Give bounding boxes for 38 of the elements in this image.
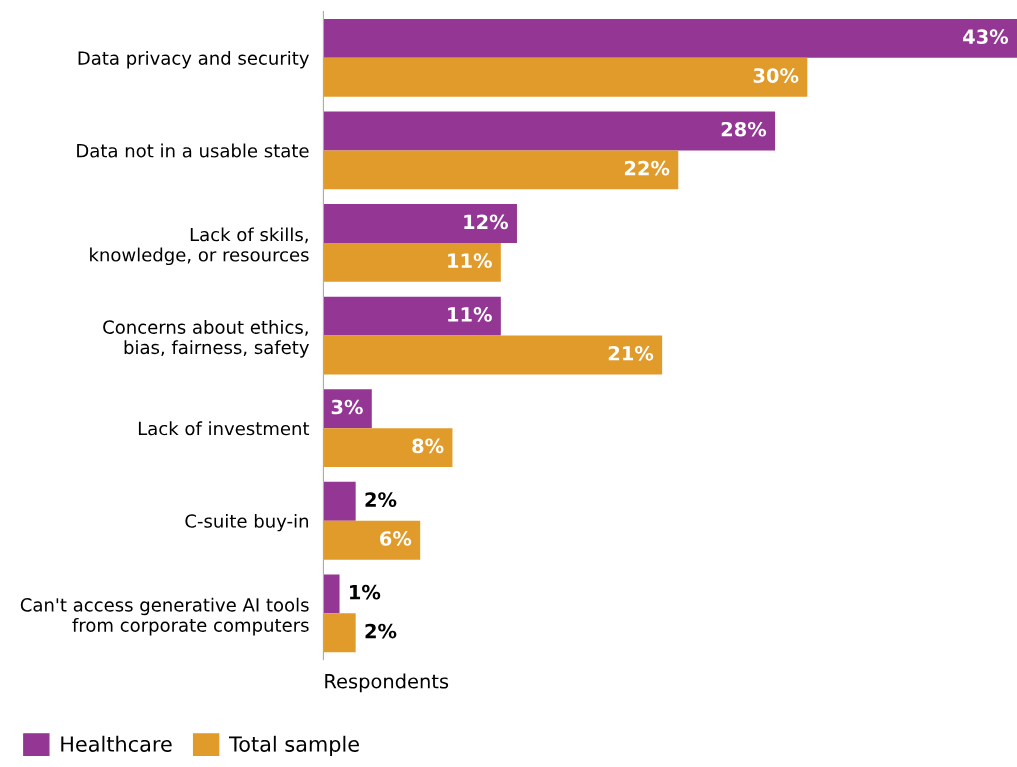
data-label: 2% — [365, 623, 397, 639]
bar — [323, 335, 663, 375]
legend-label: Total sample — [228, 735, 359, 756]
y-tick-label: Can't access generative AI tools from corporate computers — [20, 597, 309, 636]
bar — [323, 481, 356, 521]
x-axis-title: Respondents — [325, 673, 449, 693]
bar — [323, 242, 501, 282]
data-label: 21% — [608, 345, 654, 361]
bar — [323, 613, 356, 653]
data-label: 6% — [380, 531, 412, 546]
bar — [323, 574, 340, 614]
bar — [323, 520, 421, 560]
y-tick-label: Lack of skills, knowledge, or resources — [90, 227, 309, 266]
y-tick-label: Concerns about ethics, bias, fairness, safety — [103, 319, 309, 358]
data-label: 11% — [448, 253, 492, 269]
bar — [323, 18, 1017, 58]
bar — [323, 150, 679, 190]
legend-label: Healthcare — [61, 735, 172, 752]
data-label: 12% — [464, 214, 509, 230]
data-label: 2% — [365, 492, 397, 507]
bar — [323, 204, 517, 243]
y-tick-label: Data not in a usable state — [77, 143, 309, 158]
bar — [323, 296, 501, 336]
data-label: 1% — [350, 584, 381, 600]
data-label: 11% — [448, 307, 492, 322]
bar — [323, 428, 453, 468]
y-tick-label: Data privacy and security — [78, 50, 309, 69]
bar — [323, 111, 776, 151]
data-label: 22% — [624, 160, 670, 176]
data-label: 43% — [963, 29, 1009, 44]
data-label: 30% — [753, 68, 799, 83]
y-tick-label: C-suite buy-in — [185, 513, 308, 532]
y-tick-label: Lack of investment — [138, 421, 310, 436]
bar — [323, 57, 808, 97]
bar — [323, 389, 372, 429]
data-label: 28% — [721, 121, 767, 137]
data-label: 8% — [412, 438, 444, 454]
data-label: 3% — [331, 399, 363, 415]
